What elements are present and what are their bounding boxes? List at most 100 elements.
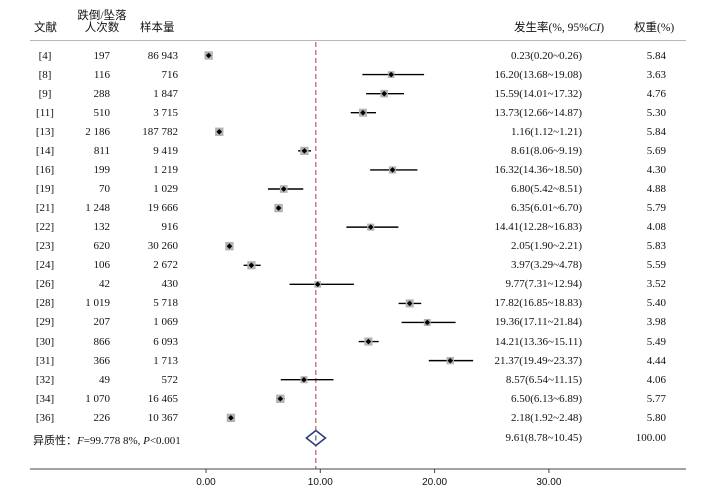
study-weight: 5.84 xyxy=(646,125,666,138)
study-events: 866 xyxy=(93,335,111,348)
study-ci-text: 13.73(12.66~14.87) xyxy=(494,106,582,119)
study-weight: 4.76 xyxy=(646,87,666,100)
study-ref: [34] xyxy=(35,392,55,405)
study-sample: 86 943 xyxy=(147,49,178,62)
study-ref: [31] xyxy=(35,354,55,367)
point-estimate xyxy=(388,71,394,78)
study-ref: [22] xyxy=(35,221,55,234)
study-weight: 4.06 xyxy=(646,373,666,386)
x-tick-label: 30.00 xyxy=(536,477,561,488)
study-ref: [16] xyxy=(35,163,55,176)
x-tick-label: 20.00 xyxy=(422,477,447,488)
point-estimate xyxy=(447,357,454,364)
study-sample: 187 782 xyxy=(142,125,178,138)
het-prefix: 异质性： xyxy=(33,435,77,447)
study-weight: 5.80 xyxy=(646,411,666,424)
study-sample: 10 367 xyxy=(147,411,178,424)
study-sample: 1 219 xyxy=(153,163,178,176)
study-sample: 1 713 xyxy=(153,354,178,367)
study-events: 49 xyxy=(99,373,110,386)
study-sample: 6 093 xyxy=(153,335,178,348)
study-sample: 916 xyxy=(161,221,179,234)
study-events: 132 xyxy=(93,221,111,234)
study-ref: [32] xyxy=(35,373,55,386)
study-events: 207 xyxy=(93,316,111,329)
study-events: 1 019 xyxy=(85,297,110,310)
point-estimate xyxy=(424,319,431,326)
point-estimate xyxy=(301,148,308,154)
point-estimate xyxy=(277,395,284,402)
study-weight: 5.84 xyxy=(646,49,666,62)
study-ref: [11] xyxy=(36,106,54,119)
study-weight: 4.30 xyxy=(646,163,666,176)
point-estimate xyxy=(406,300,413,307)
study-weight: 5.77 xyxy=(646,392,666,405)
study-ref: [9] xyxy=(38,87,52,100)
study-events: 197 xyxy=(93,49,111,62)
study-sample: 19 666 xyxy=(147,202,178,215)
study-ref: [21] xyxy=(35,202,55,215)
study-weight: 5.69 xyxy=(646,144,666,157)
study-sample: 2 672 xyxy=(153,259,178,272)
study-ci-text: 8.61(8.06~9.19) xyxy=(510,144,582,157)
study-events: 116 xyxy=(93,68,110,81)
header-events-line2: 人次数 xyxy=(84,22,120,34)
study-events: 42 xyxy=(99,278,110,291)
study-ref: [24] xyxy=(35,259,55,272)
study-ci-text: 1.16(1.12~1.21) xyxy=(510,125,582,138)
study-ci-text: 6.50(6.13~6.89) xyxy=(510,392,582,405)
study-sample: 1 069 xyxy=(153,316,178,329)
study-events: 226 xyxy=(93,411,111,424)
study-weight: 4.88 xyxy=(646,182,666,195)
study-sample: 30 260 xyxy=(147,240,178,253)
study-events: 199 xyxy=(93,163,111,176)
point-estimate xyxy=(367,224,374,230)
study-events: 620 xyxy=(93,240,111,253)
pooled-ci-text: 9.61(8.78~10.45) xyxy=(505,432,582,444)
study-ci-text: 0.23(0.20~0.26) xyxy=(510,49,582,62)
study-sample: 1 029 xyxy=(153,182,178,195)
study-weight: 3.63 xyxy=(646,68,666,81)
study-ci-text: 19.36(17.11~21.84) xyxy=(494,316,582,329)
study-ci-text: 2.18(1.92~2.48) xyxy=(510,411,582,424)
study-ref: [28] xyxy=(35,297,55,310)
het-p-value: <0.001 xyxy=(149,435,181,447)
study-ref: [4] xyxy=(38,49,52,62)
study-weight: 5.30 xyxy=(646,106,666,119)
study-sample: 5 718 xyxy=(153,297,178,310)
study-weight: 4.44 xyxy=(646,354,666,367)
study-ref: [26] xyxy=(35,278,55,291)
study-ref: [8] xyxy=(38,68,52,81)
point-estimate xyxy=(381,90,387,97)
study-weight: 5.79 xyxy=(646,202,666,215)
study-ci-text: 2.05(1.90~2.21) xyxy=(510,240,582,253)
study-events: 1 248 xyxy=(85,202,110,215)
study-ci-text: 21.37(19.49~23.37) xyxy=(494,354,582,367)
point-estimate xyxy=(301,376,307,383)
study-sample: 430 xyxy=(161,278,179,291)
point-estimate xyxy=(360,109,366,116)
header-rate-ci: CI xyxy=(588,22,601,34)
het-p-symbol: P xyxy=(143,435,150,447)
study-sample: 1 847 xyxy=(153,87,178,100)
header-rate: 发生率(%, 95%CI) xyxy=(514,22,604,34)
point-estimate xyxy=(226,243,233,249)
study-weight: 3.98 xyxy=(646,316,666,329)
study-events: 1 070 xyxy=(85,392,110,405)
study-events: 366 xyxy=(93,354,111,367)
study-ref: [13] xyxy=(35,125,55,138)
study-events: 811 xyxy=(93,144,110,157)
header-rate-prefix: 发生率(%, 95% xyxy=(514,22,589,34)
study-sample: 9 419 xyxy=(153,144,178,157)
point-estimate xyxy=(205,52,212,59)
study-weight: 5.40 xyxy=(646,297,666,310)
point-estimate xyxy=(275,205,282,211)
study-ci-text: 8.57(6.54~11.15) xyxy=(505,373,582,386)
study-ci-text: 17.82(16.85~18.83) xyxy=(494,297,582,310)
study-weight: 5.59 xyxy=(646,259,666,272)
study-ref: [29] xyxy=(35,316,55,329)
study-ci-text: 14.41(12.28~16.83) xyxy=(494,221,582,234)
study-ci-text: 16.20(13.68~19.08) xyxy=(494,68,582,81)
header-weight: 权重(%) xyxy=(634,22,675,34)
